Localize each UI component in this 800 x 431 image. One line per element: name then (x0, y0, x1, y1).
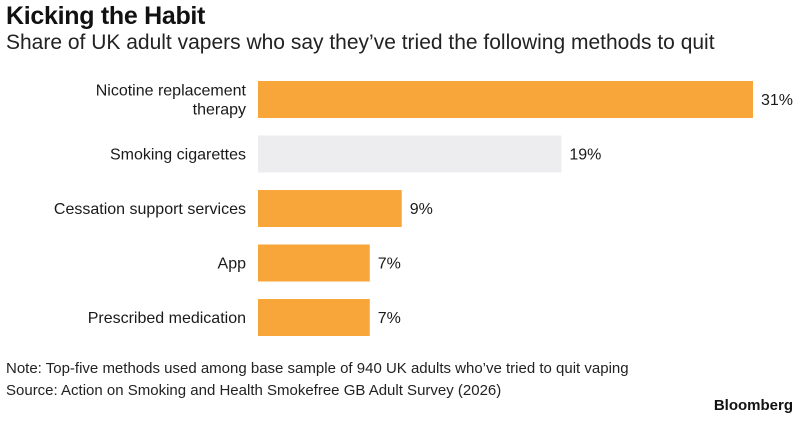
category-label-4: Prescribed medication (88, 310, 246, 327)
value-label-3: 7% (378, 256, 401, 273)
category-label-0: Nicotine replacement therapy (96, 83, 247, 119)
chart-note: Note: Top-five methods used among base s… (6, 360, 629, 377)
value-label-2: 9% (410, 201, 433, 218)
bar-4 (258, 299, 370, 336)
value-label-4: 7% (378, 310, 401, 327)
category-label-1: Smoking cigarettes (110, 147, 246, 164)
chart-source: Source: Action on Smoking and Health Smo… (6, 382, 502, 399)
bar-1 (258, 135, 562, 173)
bar-3 (258, 244, 370, 282)
bar-chart: Nicotine replacement therapy 31% Smoking ci… (54, 81, 793, 336)
value-label-1: 19% (569, 147, 601, 164)
bar-0 (258, 81, 753, 118)
chart-subtitle: Share of UK adult vapers who say they’ve… (6, 31, 715, 54)
bloomberg-logo: Bloomberg (713, 397, 793, 414)
chart-title: Kicking the Habit (6, 2, 206, 30)
value-label-0: 31% (761, 92, 793, 109)
bar-2 (258, 190, 402, 227)
category-label-2: Cessation support services (54, 201, 246, 218)
category-label-3: App (218, 256, 247, 273)
